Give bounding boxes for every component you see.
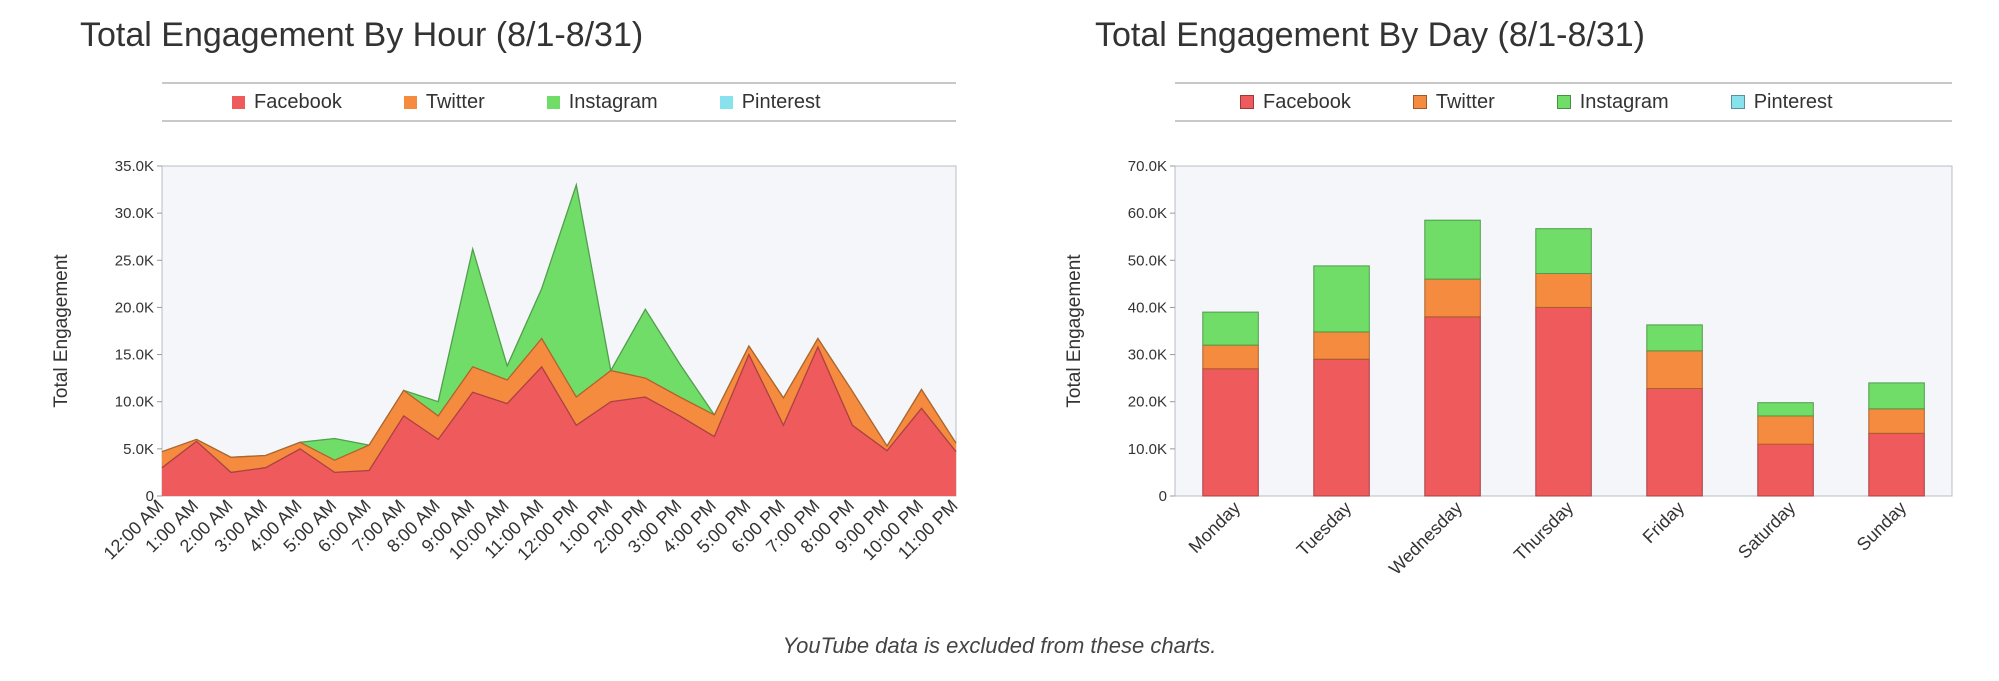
bar-instagram-thursday xyxy=(1535,228,1592,274)
legend-swatch-twitter xyxy=(403,95,417,109)
bar-facebook-saturday xyxy=(1757,443,1814,497)
chart-title: Total Engagement By Day (8/1-8/31) xyxy=(1095,16,1645,54)
area-line-twitter xyxy=(161,337,957,461)
legend-item-facebook[interactable]: Facebook xyxy=(232,91,342,114)
bar-facebook-wednesday xyxy=(1424,316,1481,497)
engagement-by-hour-panel: Total Engagement By Hour (8/1-8/31) Face… xyxy=(0,0,990,620)
area-series-instagram xyxy=(162,184,956,461)
bar-instagram-wednesday xyxy=(1424,219,1481,280)
y-tick-label: 35.0K xyxy=(115,158,154,175)
area-series-facebook xyxy=(162,347,956,496)
y-tick-label: 5.0K xyxy=(123,441,154,458)
legend-item-pinterest[interactable]: Pinterest xyxy=(1730,90,1833,114)
bar-twitter-monday xyxy=(1202,344,1259,370)
legend-swatch-facebook xyxy=(232,95,245,109)
y-tick-label: 15.0K xyxy=(115,347,154,364)
bar-facebook-friday xyxy=(1646,388,1703,497)
y-tick-label: 60.0K xyxy=(1128,205,1167,222)
x-tick-label: Tuesday xyxy=(1293,498,1355,560)
y-tick-label: 30.0K xyxy=(1128,347,1167,364)
bar-twitter-tuesday xyxy=(1313,331,1370,360)
y-tick-label: 50.0K xyxy=(1128,252,1167,269)
area-line-facebook xyxy=(161,345,957,474)
y-tick-label: 25.0K xyxy=(115,252,154,269)
bar-facebook-sunday xyxy=(1868,432,1925,497)
bar-facebook-monday xyxy=(1202,368,1259,497)
y-tick-label: 10.0K xyxy=(1128,441,1167,458)
footnote: YouTube data is excluded from these char… xyxy=(782,633,1217,658)
x-tick-label: Thursday xyxy=(1510,498,1577,565)
legend-swatch-pinterest xyxy=(1730,95,1745,109)
legend-swatch-instagram xyxy=(546,95,560,109)
legend-label-twitter: Twitter xyxy=(425,90,485,113)
legend-item-twitter[interactable]: Twitter xyxy=(1412,90,1495,114)
x-tick-label: Sunday xyxy=(1853,498,1910,555)
bar-twitter-wednesday xyxy=(1424,278,1481,318)
bar-twitter-saturday xyxy=(1757,415,1814,445)
chart-legend: Facebook Twitter Instagram Pinterest xyxy=(162,82,956,122)
y-tick-label: 30.0K xyxy=(115,205,154,222)
legend-label-pinterest: Pinterest xyxy=(1753,90,1833,113)
legend-swatch-twitter xyxy=(1412,95,1427,109)
bar-instagram-friday xyxy=(1646,324,1703,352)
x-tick-label: Saturday xyxy=(1734,498,1799,563)
y-axis-title: Total Engagement xyxy=(51,254,72,408)
y-tick-label: 0 xyxy=(146,488,154,505)
legend-label-facebook: Facebook xyxy=(254,90,342,113)
y-tick-label: 40.0K xyxy=(1128,299,1167,316)
legend-swatch-facebook xyxy=(1240,95,1254,109)
legend-label-instagram: Instagram xyxy=(568,90,658,113)
engagement-by-day-panel: Total Engagement By Day (8/1-8/31) Faceb… xyxy=(1010,0,1999,620)
y-tick-label: 70.0K xyxy=(1128,158,1167,175)
legend-label-instagram: Instagram xyxy=(1579,90,1669,113)
legend-swatch-pinterest xyxy=(719,95,733,109)
y-tick-label: 10.0K xyxy=(115,394,154,411)
bar-facebook-tuesday xyxy=(1313,358,1370,497)
bar-instagram-sunday xyxy=(1868,382,1925,410)
bar-instagram-monday xyxy=(1202,311,1259,346)
legend-label-facebook: Facebook xyxy=(1263,90,1351,113)
bar-twitter-sunday xyxy=(1868,408,1925,434)
legend-item-facebook[interactable]: Facebook xyxy=(1240,91,1351,114)
bar-instagram-saturday xyxy=(1757,402,1814,417)
x-tick-label: Wednesday xyxy=(1385,498,1466,579)
bar-chart-plot: 0 10.0K 20.0K 30.0K 40.0K 50.0K 60.0K 70.0K Tota… xyxy=(1064,158,1953,579)
bar-instagram-tuesday xyxy=(1313,265,1370,333)
x-tick-label: Monday xyxy=(1185,498,1244,557)
legend-label-pinterest: Pinterest xyxy=(741,90,821,113)
legend-label-twitter: Twitter xyxy=(1435,90,1495,113)
bar-twitter-thursday xyxy=(1535,273,1592,308)
y-tick-label: 20.0K xyxy=(1128,394,1167,411)
chart-title: Total Engagement By Hour (8/1-8/31) xyxy=(80,16,644,54)
bar-facebook-thursday xyxy=(1535,306,1592,497)
area-chart-plot: 0 5.0K 10.0K 15.0K 20.0K 25.0K 30.0K 35.0K Total… xyxy=(51,158,962,564)
x-tick-label: Friday xyxy=(1639,498,1689,548)
legend-item-pinterest[interactable]: Pinterest xyxy=(719,90,821,114)
y-tick-label: 20.0K xyxy=(115,299,154,316)
legend-item-instagram[interactable]: Instagram xyxy=(546,90,658,114)
bar-twitter-friday xyxy=(1646,350,1703,389)
legend-item-instagram[interactable]: Instagram xyxy=(1556,90,1669,114)
y-axis-title: Total Engagement xyxy=(1064,254,1085,408)
chart-legend: Facebook Twitter Instagram Pinterest xyxy=(1175,82,1952,122)
y-tick-label: 0 xyxy=(1159,488,1167,505)
legend-swatch-instagram xyxy=(1556,95,1571,109)
legend-item-twitter[interactable]: Twitter xyxy=(403,90,485,114)
